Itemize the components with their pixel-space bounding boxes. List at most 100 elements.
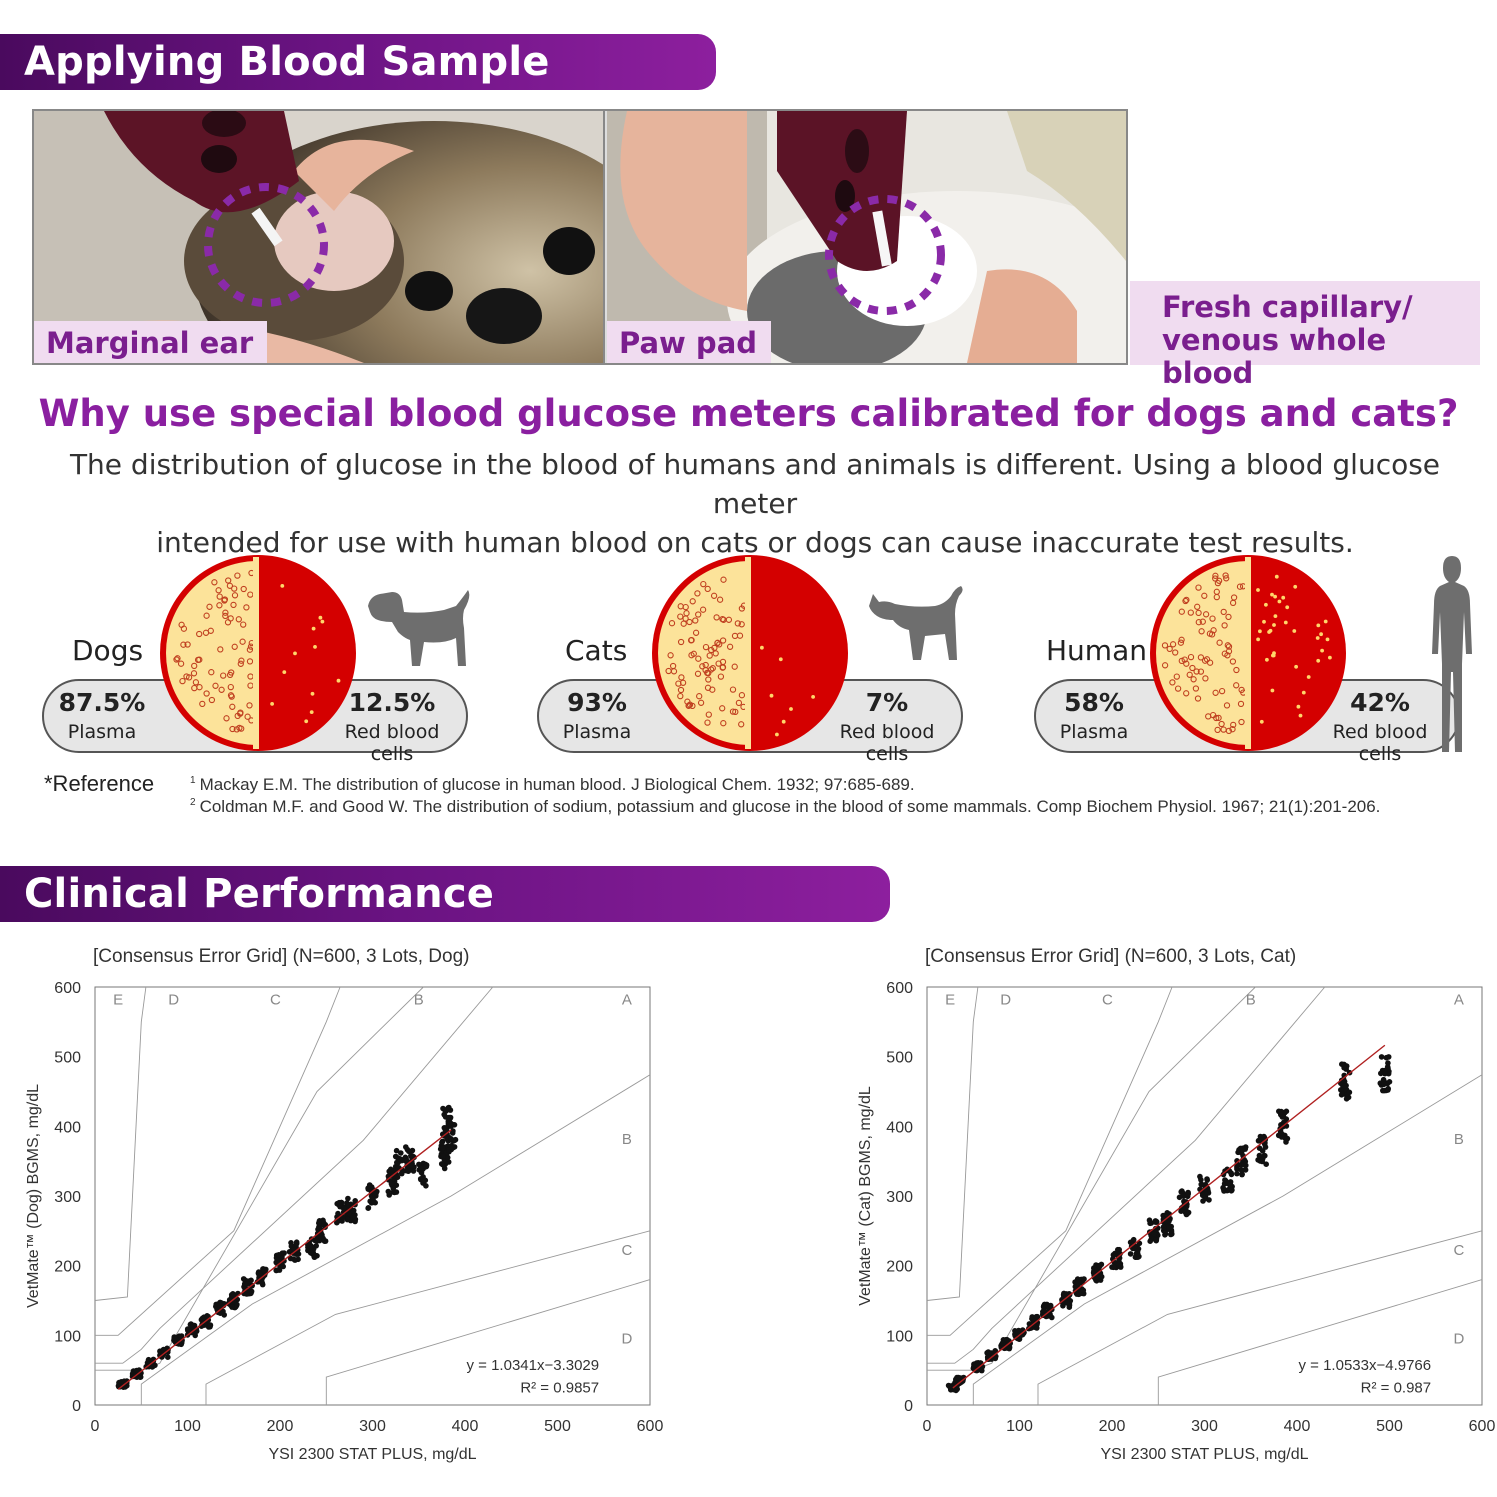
plasma-glucose-dot	[714, 639, 721, 647]
data-point	[1261, 1153, 1267, 1159]
rbc-glucose-dot	[320, 619, 325, 624]
data-point	[393, 1189, 400, 1195]
plasma-glucose-dot	[227, 692, 235, 699]
reference-2-text: Coldman M.F. and Good W. The distributio…	[199, 797, 1381, 816]
plasma-glucose-dot	[223, 715, 230, 722]
data-point	[985, 1349, 992, 1355]
data-point	[1340, 1076, 1347, 1083]
y-tick-label: 500	[886, 1050, 913, 1067]
plasma-glucose-dot	[229, 703, 236, 710]
plasma-glucose-dot	[669, 662, 677, 670]
plasma-glucose-dot	[1178, 636, 1185, 643]
r-squared-label: R² = 0.987	[1361, 1379, 1431, 1396]
rbc-glucose-dot	[282, 670, 287, 674]
plasma-glucose-dot	[1223, 702, 1231, 709]
y-tick-label: 200	[886, 1259, 913, 1276]
plasma-glucose-dot	[1169, 641, 1177, 648]
zone-boundary-line	[927, 986, 1173, 1336]
rbc-glucose-dot	[280, 584, 285, 588]
data-point	[307, 1250, 314, 1256]
plasma-glucose-dot	[1192, 685, 1200, 692]
plasma-glucose-dot	[688, 636, 695, 644]
data-point	[1278, 1108, 1284, 1115]
rbc-glucose-dot	[270, 702, 274, 706]
x-tick-label: 300	[1191, 1418, 1218, 1435]
data-point	[340, 1214, 347, 1221]
plasma-glucose-dot	[185, 674, 193, 681]
data-point	[446, 1120, 453, 1127]
plasma-glucose-dot	[705, 676, 712, 683]
plasma-glucose-dot	[729, 686, 737, 693]
plasma-glucose-dot	[700, 580, 707, 588]
plasma-glucose-dot	[709, 686, 716, 693]
rbc-glucose-dot	[1271, 653, 1275, 658]
r-squared-label: R² = 0.9857	[520, 1379, 599, 1396]
plasma-glucose-dot	[237, 660, 244, 667]
plasma-glucose-dot	[240, 621, 247, 628]
data-point	[1199, 1192, 1206, 1199]
plasma-glucose-dot	[1209, 615, 1216, 622]
data-point	[1153, 1237, 1160, 1243]
data-point	[1148, 1220, 1155, 1226]
plasma-glucose-dot	[244, 713, 251, 720]
rbc-glucose-dot	[310, 691, 315, 696]
plasma-area	[1156, 561, 1248, 745]
sample-type-box: Fresh capillary/ venous whole blood	[1130, 281, 1480, 390]
plasma-glucose-dot	[677, 638, 685, 646]
data-point	[397, 1156, 404, 1162]
y-axis-label: VetMate™ (Cat) BGMS, mg/dL	[857, 1086, 874, 1306]
plasma-glucose-dot	[738, 605, 746, 612]
data-point	[1342, 1083, 1348, 1089]
x-tick-label: 0	[91, 1418, 100, 1435]
data-point	[320, 1235, 326, 1242]
scatter-points	[945, 1054, 1393, 1394]
zone-boundary-line	[95, 986, 341, 1336]
plasma-glucose-dot	[682, 603, 689, 611]
rbc-glucose-dot	[1328, 655, 1332, 660]
plasma-glucose-dot	[1190, 676, 1197, 683]
cats-plasma-label: Plasma	[562, 721, 632, 743]
data-point	[229, 1304, 235, 1310]
rbc-glucose-dot	[1293, 584, 1298, 589]
data-point	[1095, 1273, 1101, 1280]
plasma-glucose-dot	[173, 656, 180, 663]
data-point	[405, 1168, 411, 1174]
rbc-glucose-dot	[313, 645, 317, 649]
data-point	[1117, 1250, 1123, 1257]
plasma-glucose-dot	[240, 585, 247, 593]
human-blood-circle	[1150, 555, 1346, 751]
human-silhouette-icon	[1432, 556, 1472, 752]
plasma-glucose-dot	[226, 671, 234, 679]
plasma-glucose-dot	[216, 602, 223, 609]
plasma-glucose-dot	[1189, 664, 1196, 672]
plasma-glucose-dot	[709, 665, 716, 672]
data-point	[227, 1297, 233, 1304]
data-point	[445, 1159, 452, 1165]
data-point	[352, 1198, 359, 1204]
zone-boundary-line	[95, 986, 494, 1364]
data-point	[129, 1371, 136, 1377]
plasma-glucose-dot	[706, 652, 713, 659]
data-point	[1160, 1227, 1167, 1234]
zone-label: C	[270, 991, 281, 1008]
x-tick-label: 100	[1006, 1418, 1033, 1435]
data-point	[1339, 1061, 1345, 1067]
zone-boundary-line	[927, 986, 1326, 1364]
plasma-glucose-dot	[704, 585, 711, 593]
regression-equation: y = 1.0533x−4.9766	[1299, 1357, 1432, 1374]
rbc-glucose-dot	[1301, 690, 1306, 695]
plasma-glucose-dot	[1238, 718, 1245, 726]
x-tick-label: 0	[923, 1418, 932, 1435]
data-point	[1197, 1173, 1203, 1180]
plasma-glucose-dot	[1208, 631, 1216, 638]
data-point	[440, 1153, 446, 1159]
data-point	[385, 1188, 392, 1195]
data-point	[243, 1291, 250, 1297]
data-point	[1029, 1314, 1035, 1320]
data-point	[403, 1158, 409, 1165]
data-point	[444, 1154, 451, 1161]
plasma-glucose-dot	[1213, 588, 1220, 595]
human-distribution: Human 58% Plasma 42% Red blood cells	[1034, 540, 1474, 770]
data-point	[370, 1199, 376, 1206]
human-plasma-label: Plasma	[1059, 721, 1129, 743]
